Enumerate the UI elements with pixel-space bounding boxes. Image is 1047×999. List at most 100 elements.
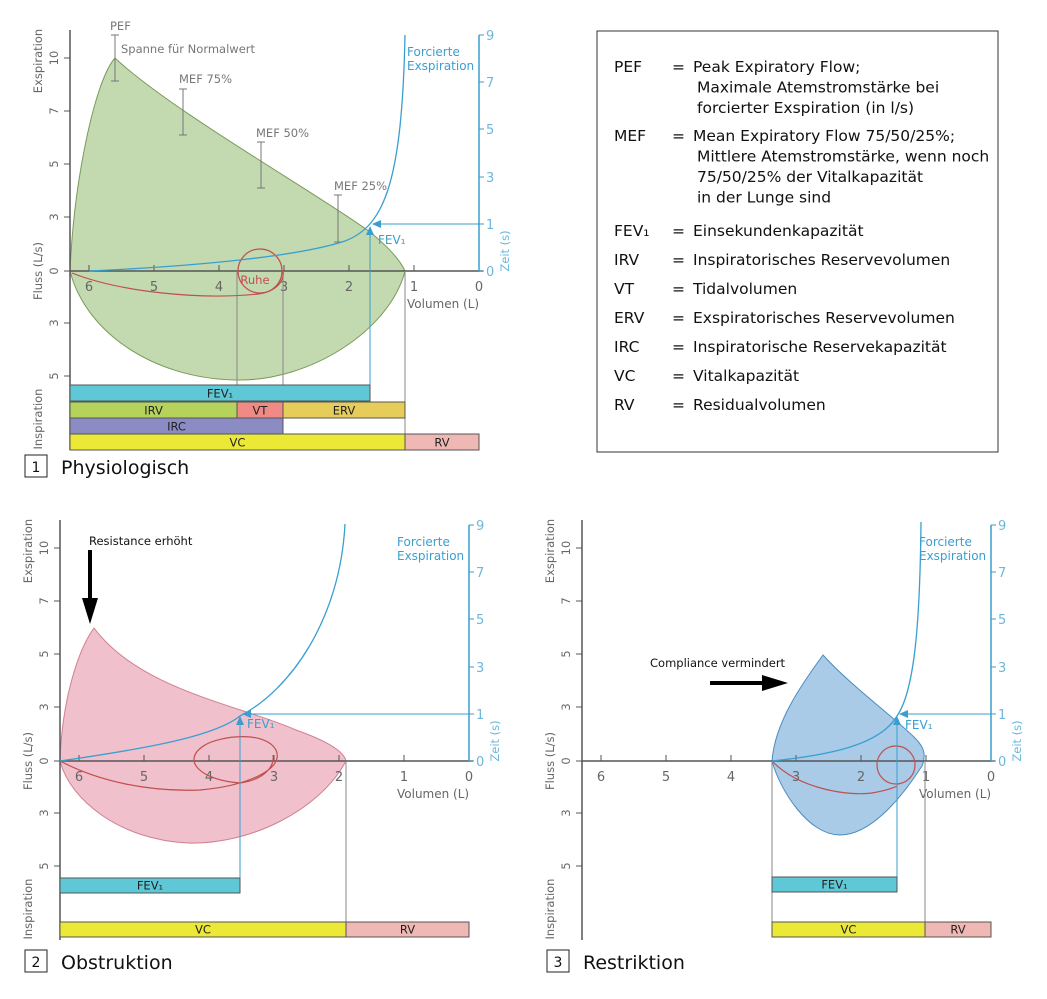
volume-tick-label: 6 [85, 280, 93, 295]
legend-term: ERV [614, 309, 645, 327]
time-axis-label: Zeit (s) [498, 230, 512, 271]
flow-tick-label: 0 [37, 757, 51, 764]
legend-definition: Tidalvolumen [692, 280, 797, 298]
legend-entry: FEV₁ = Einsekundenkapazität [614, 222, 864, 240]
flow-volume-loop [771, 654, 925, 836]
arrowhead-icon [242, 710, 251, 718]
volume-bar-vc: VC [69, 433, 406, 451]
expiration-label: Exspiration [21, 519, 35, 583]
legend-entry: ERV = Exspiratorisches Reservevolumen [614, 309, 955, 327]
panel-title-text: Physiologisch [61, 457, 189, 479]
legend-box [596, 30, 999, 453]
panel-number: 3 [554, 955, 563, 971]
legend-definition: Inspiratorisches Reservevolumen [693, 251, 950, 269]
volume-tick-label: 4 [727, 770, 735, 785]
panel-title: 2 Obstruktion [24, 949, 173, 974]
legend-definition: Maximale Atemstromstärke bei [697, 79, 939, 97]
time-tick-label: 3 [476, 661, 484, 676]
legend-definition: Exspiratorisches Reservevolumen [693, 309, 955, 327]
volume-bar-fev1: FEV₁ [771, 876, 898, 893]
legend-definition: Vitalkapazität [693, 367, 799, 385]
rest-breathing-loop [237, 248, 283, 294]
bar-label: IRV [144, 404, 163, 418]
legend-entry: PEF = Peak Expiratory Flow; Maximale Atemst… [614, 58, 939, 117]
arrowhead-icon [236, 716, 244, 725]
fev1-marker-label: FEV₁ [905, 718, 933, 732]
time-tick-label: 7 [998, 566, 1006, 581]
volume-axis-label: Volumen (L) [919, 787, 991, 801]
legend-definition: Einsekundenkapazität [693, 222, 864, 240]
legend-term: PEF [614, 58, 642, 76]
volume-axis-label: Volumen (L) [397, 787, 469, 801]
bar-rect [771, 876, 898, 893]
rest-breathing-curve [71, 269, 284, 297]
flow-axis-label: Fluss (L/s) [21, 732, 35, 790]
volume-tick-label: 3 [280, 280, 288, 295]
time-tick-label: 0 [998, 755, 1006, 770]
legend-equals: = [672, 58, 685, 76]
mef25-label: MEF 25% [334, 179, 387, 193]
flow-tick-label: 5 [47, 372, 61, 379]
legend-term: VT [614, 280, 635, 298]
time-tick-label: 1 [998, 708, 1006, 723]
fev1-marker-label: FEV₁ [378, 233, 406, 247]
legend-definition: in der Lunge sind [697, 189, 831, 207]
volume-tick-label: 4 [215, 280, 223, 295]
volume-bar-rv: RV [345, 921, 470, 938]
forced-expiration-label: Exspiration [407, 59, 474, 73]
legend-equals: = [672, 338, 685, 356]
flow-tick-label: 3 [47, 213, 61, 220]
forced-expiration-curve [59, 523, 346, 762]
arrow-right-icon [762, 675, 788, 691]
flow-tick-label: 0 [47, 267, 61, 274]
bar-label: RV [400, 923, 415, 937]
flow-tick-label: 3 [37, 703, 51, 710]
arrowhead-icon [893, 716, 901, 725]
forced-expiration-label: Forcierte [919, 535, 972, 549]
flow-volume-loop [59, 627, 347, 844]
panel-number: 2 [32, 955, 41, 971]
legend-equals: = [672, 251, 685, 269]
flow-tick-label: 10 [37, 541, 51, 556]
time-tick-label: 3 [998, 661, 1006, 676]
flow-volume-loop [69, 57, 406, 381]
bar-label: VC [195, 923, 211, 937]
legend-entry: MEF = Mean Expiratory Flow 75/50/25%; Mittl… [614, 127, 989, 207]
bar-label: FEV₁ [821, 878, 847, 892]
volume-tick-label: 5 [140, 770, 148, 785]
flow-tick-label: 10 [47, 51, 61, 66]
bar-rect [282, 401, 406, 419]
volume-bar-irv: IRV [69, 401, 238, 419]
legend-definition: Peak Expiratory Flow; [693, 58, 860, 76]
time-tick-label: 7 [476, 566, 484, 581]
time-axis-label: Zeit (s) [1010, 720, 1024, 761]
volume-tick-label: 2 [335, 770, 343, 785]
legend-equals: = [672, 309, 685, 327]
legend-term: RV [614, 396, 635, 414]
flow-tick-label: 10 [559, 541, 573, 556]
expiration-label: Exspiration [31, 29, 45, 93]
bar-label: ERV [333, 404, 356, 418]
bar-label: VT [253, 404, 269, 418]
legend-equals: = [672, 127, 685, 145]
time-tick-label: 5 [486, 123, 494, 138]
flow-axis-label: Fluss (L/s) [31, 242, 45, 300]
bar-rect [404, 433, 480, 451]
volume-tick-label: 5 [150, 280, 158, 295]
volume-tick-label: 1 [922, 770, 930, 785]
legend-equals: = [672, 280, 685, 298]
legend-equals: = [672, 396, 685, 414]
volume-tick-label: 6 [597, 770, 605, 785]
arrowhead-icon [372, 220, 381, 228]
pef-label: PEF [110, 19, 131, 33]
bar-label: FEV₁ [207, 387, 233, 401]
forced-expiration-label: Forcierte [397, 535, 450, 549]
legend-definition: forcierter Exspiration (in l/s) [697, 99, 914, 117]
flow-tick-label: 5 [47, 160, 61, 167]
time-tick-label: 1 [476, 708, 484, 723]
time-tick-label: 9 [476, 519, 484, 534]
legend-term: FEV₁ [614, 222, 650, 240]
volume-tick-label: 1 [400, 770, 408, 785]
bar-label: FEV₁ [137, 879, 163, 893]
volume-bar-fev1: FEV₁ [59, 877, 241, 894]
